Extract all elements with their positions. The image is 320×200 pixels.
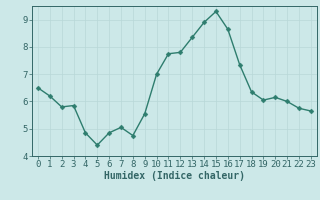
X-axis label: Humidex (Indice chaleur): Humidex (Indice chaleur) <box>104 171 245 181</box>
